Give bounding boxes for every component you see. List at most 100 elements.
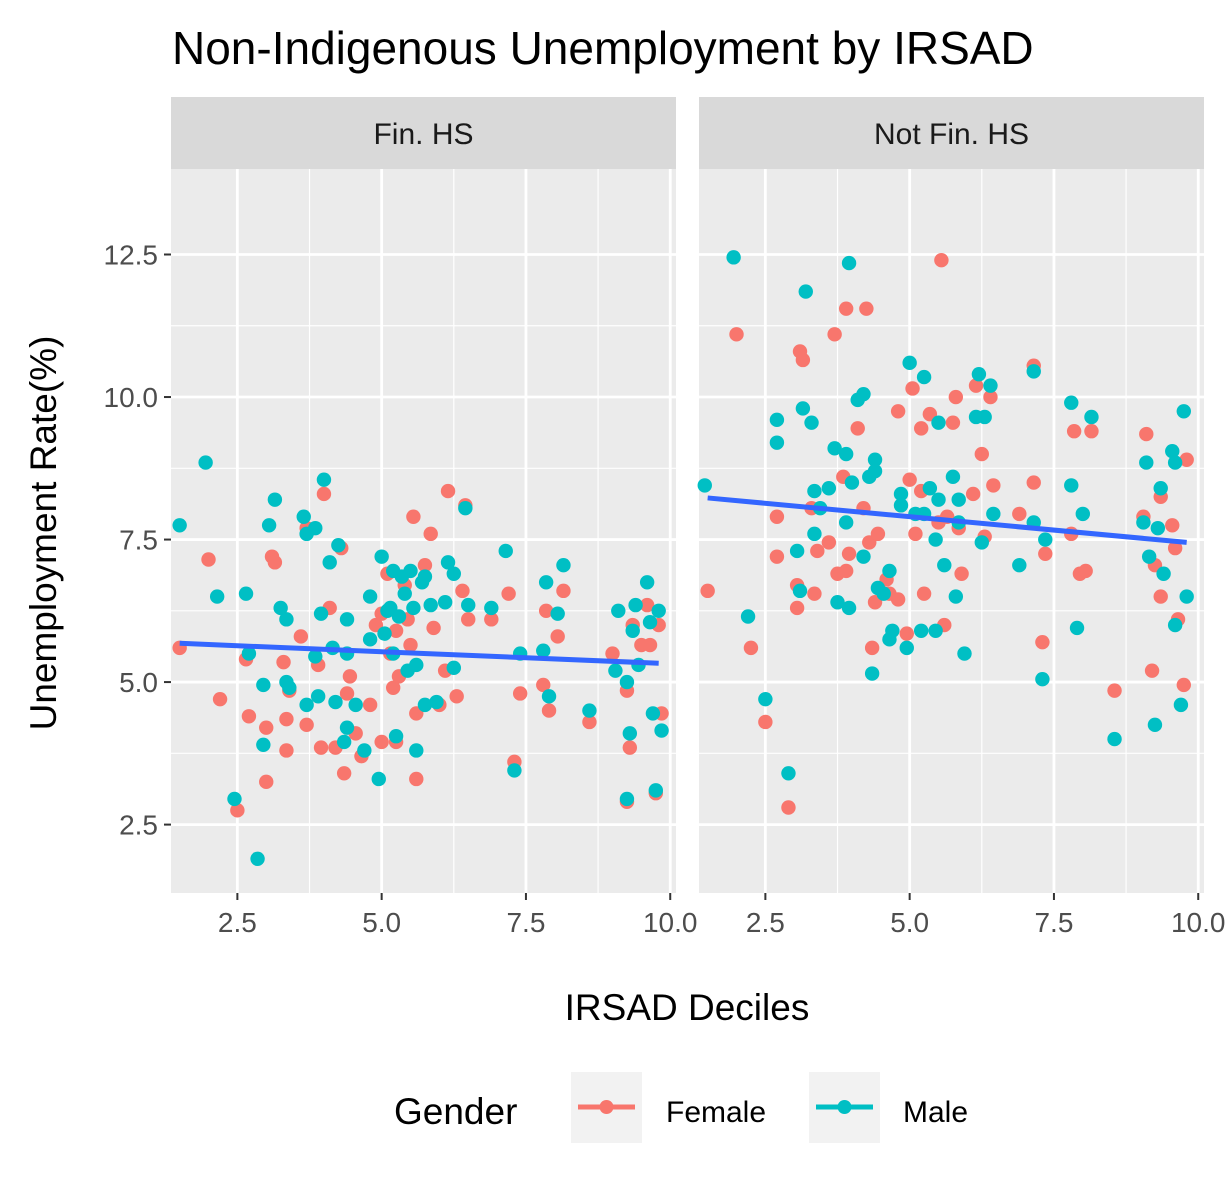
point-male [867, 463, 883, 479]
point-male [446, 660, 461, 676]
point-female [781, 800, 796, 815]
point-female [267, 555, 283, 570]
point-male [328, 694, 343, 710]
point-female [241, 709, 257, 724]
facet-strip [171, 97, 676, 169]
point-male [1167, 455, 1183, 470]
point-male [313, 606, 329, 621]
point-male [331, 538, 346, 553]
x-tick-label: 2.5 [746, 907, 785, 938]
point-male [296, 509, 311, 524]
point-female [1179, 452, 1194, 467]
point-female [769, 509, 785, 524]
point-female [983, 389, 998, 405]
point-male [339, 720, 355, 735]
point-male [795, 401, 811, 416]
point-male [986, 506, 1001, 522]
point-female [954, 566, 969, 581]
point-male [899, 640, 914, 656]
plot-panel-background [699, 169, 1204, 893]
point-female [841, 546, 857, 562]
point-male [830, 595, 845, 610]
panel-not-fin-hs: Not Fin. HS 2.5 5.0 7.5 10.0 [697, 97, 1225, 938]
point-female [890, 404, 906, 419]
point-male [928, 532, 943, 547]
point-female [339, 686, 355, 701]
x-tick-label: 2.5 [218, 907, 257, 938]
point-female [859, 301, 874, 316]
point-female [1066, 424, 1082, 439]
point-male [838, 446, 854, 462]
point-male [639, 575, 655, 590]
point-male [642, 615, 658, 630]
point-male [654, 723, 669, 738]
point-male [807, 483, 822, 499]
point-male [1075, 506, 1091, 522]
point-male [844, 475, 860, 490]
point-male [362, 632, 378, 647]
point-male [1069, 620, 1085, 636]
point-female [409, 771, 424, 787]
legend-label-female: Female [666, 1096, 766, 1129]
panel-fin-hs: Fin. HS 2.5 5.0 7.5 10.0 2.5 5.0 7.5 10.0 12.5 [104, 97, 697, 938]
point-male [388, 729, 404, 744]
point-male [299, 697, 314, 713]
point-female [1153, 589, 1168, 604]
point-female [556, 583, 571, 599]
point-male [922, 481, 938, 496]
point-male [1165, 443, 1180, 459]
point-male [339, 612, 355, 627]
point-female [821, 535, 837, 550]
point-male [1173, 697, 1189, 713]
point-male [256, 737, 271, 752]
y-tick-label: 2.5 [119, 810, 158, 841]
point-female [914, 421, 929, 436]
point-male [316, 472, 332, 487]
point-female [1012, 506, 1027, 522]
point-male [951, 492, 966, 507]
point-female [455, 583, 470, 599]
facet-strip-label: Not Fin. HS [874, 118, 1029, 151]
point-female [850, 421, 865, 436]
point-male [1147, 717, 1163, 733]
point-female [899, 626, 914, 641]
point-female [259, 774, 274, 790]
point-female [905, 381, 920, 396]
point-male [726, 250, 741, 265]
point-male [983, 378, 998, 393]
point-female [212, 691, 228, 707]
point-female [945, 415, 961, 430]
point-female [1176, 677, 1192, 693]
point-female [417, 558, 433, 573]
point-male [227, 791, 242, 807]
point-male [209, 589, 225, 604]
x-axis-title: IRSAD Deciles [565, 987, 810, 1028]
point-male [758, 691, 773, 707]
point-male [1084, 409, 1099, 425]
point-male [856, 386, 871, 402]
point-male [250, 851, 265, 866]
point-female [769, 549, 785, 564]
point-male [1064, 478, 1079, 493]
point-male [374, 549, 389, 564]
point-female [316, 486, 332, 502]
point-female [1038, 546, 1053, 562]
point-male [417, 697, 433, 713]
point-male [971, 367, 987, 382]
point-female [423, 526, 438, 542]
point-male [256, 677, 271, 693]
point-male [608, 663, 623, 678]
point-female [965, 486, 981, 502]
point-female [1107, 683, 1122, 698]
point-male [792, 583, 808, 599]
point-female [810, 543, 825, 559]
legend: Gender Female Male [394, 1072, 968, 1143]
point-female [890, 592, 906, 607]
x-tick-label: 7.5 [1034, 907, 1073, 938]
point-female [838, 563, 854, 579]
point-male [807, 526, 822, 542]
point-female [426, 620, 441, 636]
legend-key-male-dot [837, 1100, 852, 1114]
series-male [172, 455, 669, 866]
point-male [273, 600, 288, 616]
